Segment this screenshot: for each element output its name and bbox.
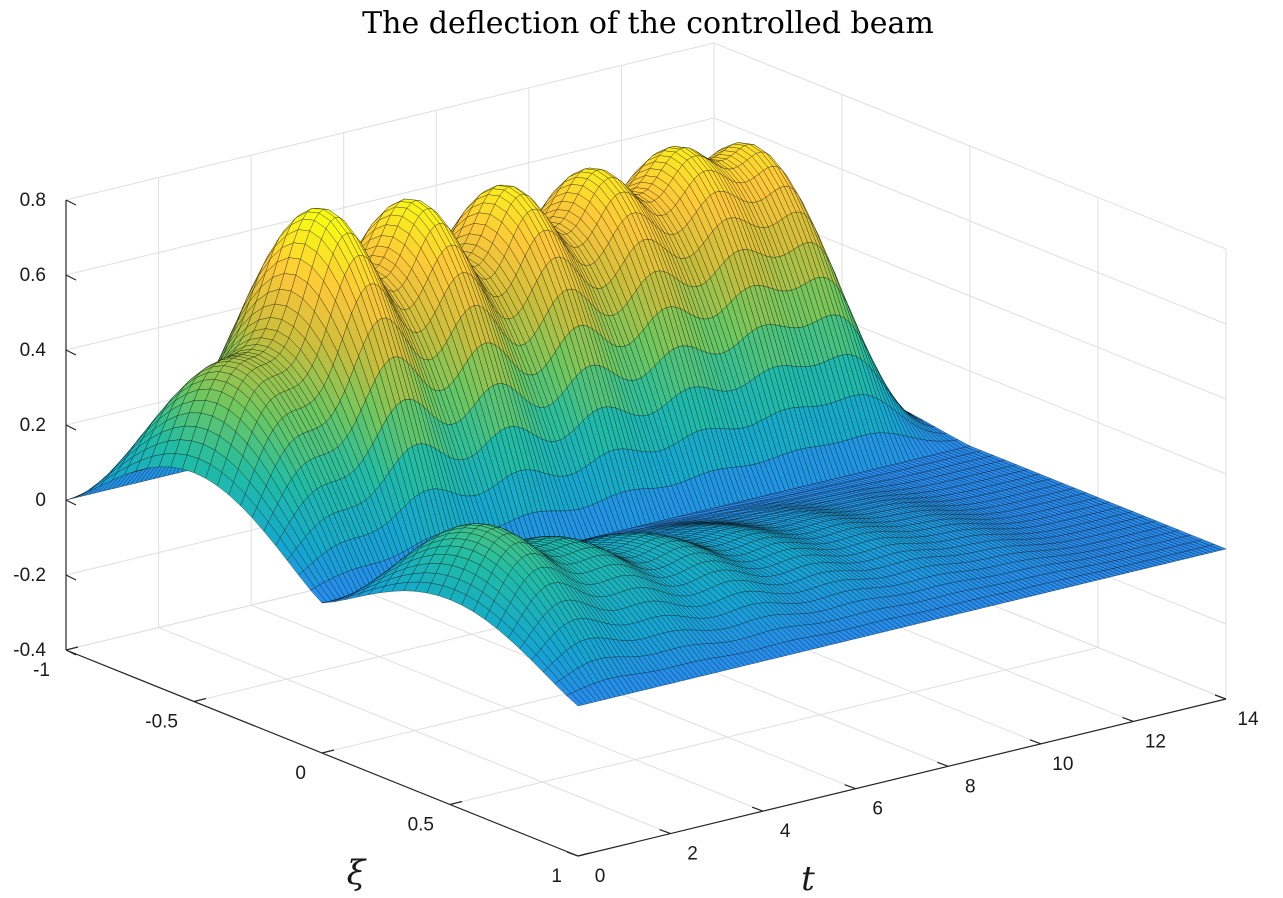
grid-z-5 xyxy=(65,117,1227,325)
grid-floor-xi-3 xyxy=(449,647,1099,805)
grid-z-6 xyxy=(65,42,1227,250)
surface-mesh xyxy=(65,142,1227,707)
chart-title: The deflection of the controlled beam xyxy=(362,6,934,41)
